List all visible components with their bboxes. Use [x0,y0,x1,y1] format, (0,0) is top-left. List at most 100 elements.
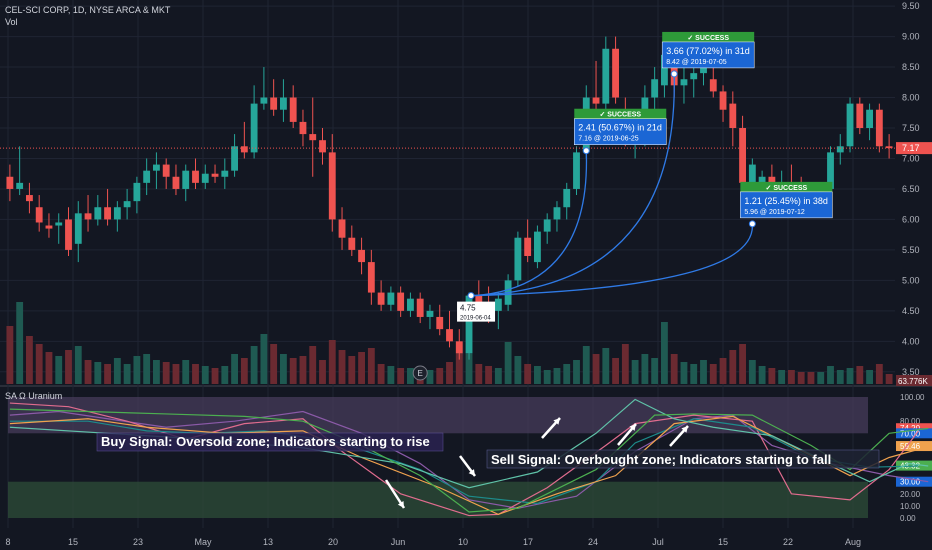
candle-body [670,54,678,86]
candle-body [748,164,756,183]
candle-body [55,222,63,226]
indicator-last-value-tag [896,428,932,439]
candle-body [45,225,53,229]
volume-bar [26,336,33,384]
candle-body [524,237,532,256]
price-tick-label: 4.50 [902,306,920,316]
volume-bar [553,368,561,384]
candle-body [26,195,33,202]
candle-body [280,97,287,110]
volume-bar [494,368,502,384]
signal-gain-text: 1.21 (25.45%) in 38d [744,196,828,206]
price-tick-label: 6.50 [902,184,920,194]
volume-bar [778,370,786,384]
candle-body [377,292,385,305]
signal-origin-price: 4.75 [460,304,476,313]
signal-info-box [661,41,755,69]
candle-body [289,97,297,122]
time-tick-label: 15 [68,537,78,547]
volume-bar [358,352,365,384]
candle-body [221,170,229,177]
candle-body [553,207,561,220]
volume-bar [690,364,698,384]
time-tick-label: 13 [263,537,273,547]
indicator-series-line [9,418,919,505]
candle-body [534,231,541,263]
volume-bar [55,356,63,384]
volume-bar [524,364,532,384]
volume-bar [201,366,209,384]
candle-body [319,140,326,153]
time-tick-label: Jul [652,537,664,547]
price-tick-label: 6.00 [902,214,920,224]
candle-body [543,219,551,232]
price-tick-label: 9.00 [902,32,920,42]
candle-body [465,295,473,354]
volume-bar [397,368,405,384]
volume-bar [348,356,356,384]
sell-arrow-head [553,418,560,425]
volume-bar [211,368,219,384]
volume-bar [788,370,795,384]
candle-body [153,164,160,171]
price-tick-label: 7.00 [902,153,920,163]
candle-body [690,73,698,80]
volume-bar [65,350,72,384]
candle-body [260,97,268,104]
candle-body [846,103,854,147]
candle-body [729,103,737,128]
candle-body [123,201,131,208]
indicator-last-value-tag [896,423,932,434]
signal-target-text: 5.96 @ 2019-07-12 [744,209,805,216]
signal-origin-date: 2019-06-04 [460,316,491,322]
candle-body [836,146,844,153]
volume-bar [661,322,668,384]
volume-bar [641,354,649,384]
volume-bar [426,370,434,384]
last-volume-value: 63.776K [898,377,928,386]
signal-success-badge [574,108,667,119]
candle-body [65,219,72,250]
candle-body [455,341,463,354]
volume-bar [748,360,756,384]
last-price-tag [896,142,932,155]
time-tick-label: 8 [5,537,10,547]
volume-bar [153,360,160,384]
candle-body [192,170,199,183]
volume-bar [104,364,111,384]
volume-bar [221,366,229,384]
signal-success-text: ✓ SUCCESS [766,185,808,192]
volume-bar [651,358,659,384]
volume-bar [162,362,170,384]
indicator-last-value-tag [896,441,932,452]
buy-annotation-box [96,432,444,452]
time-tick-label: 22 [783,537,793,547]
volume-bar [240,358,248,384]
volume-bar [328,340,336,384]
time-tick-label: 17 [523,537,533,547]
signal-success-text: ✓ SUCCESS [687,35,729,42]
volume-bar [700,360,707,384]
candle-body [875,109,883,147]
signal-origin-dot [467,292,475,300]
indicator-last-value: 59.46 [900,442,921,451]
candle-body [299,121,307,135]
volume-bar [377,364,385,384]
volume-bar [123,364,131,384]
candle-body [84,213,92,220]
volume-bar [807,372,815,384]
signal-target-dot [748,220,756,228]
volume-bar [875,364,883,384]
volume-bar [250,346,258,384]
price-tick-label: 8.00 [902,93,920,103]
candle-body [328,152,336,220]
volume-bar [475,364,483,384]
earnings-marker-label: E [418,369,423,378]
volume-bar [436,368,444,384]
volume-bar [113,358,121,384]
time-tick-label: 20 [328,537,338,547]
volume-bar [680,362,688,384]
candle-body [680,79,688,86]
candle-body [6,176,14,189]
